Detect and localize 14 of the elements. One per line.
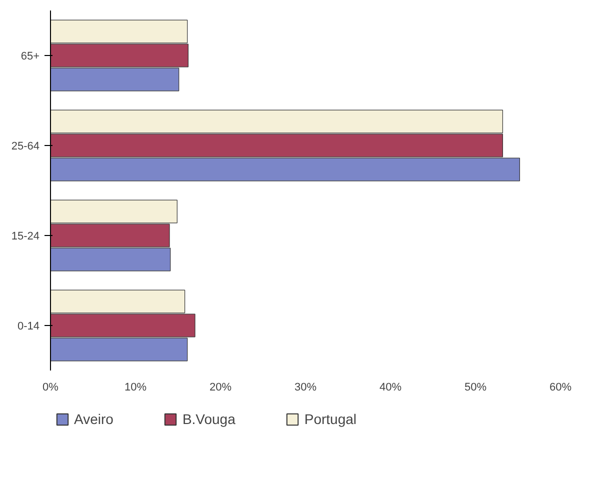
- legend-label: Aveiro: [74, 410, 114, 426]
- y-tick-label: 0-14: [17, 320, 40, 332]
- y-tick-label: 65+: [20, 50, 40, 62]
- legend-label: B.Vouga: [182, 410, 236, 426]
- x-tick-label: 60%: [549, 382, 572, 394]
- y-tick-label: 25-64: [11, 140, 40, 152]
- x-tick-label: 10%: [124, 382, 147, 394]
- legend-label: Portugal: [304, 410, 357, 426]
- x-tick-label: 30%: [294, 382, 317, 394]
- x-tick-label: 50%: [464, 382, 487, 394]
- y-tick-label: 15-24: [11, 230, 40, 242]
- x-tick-label: 40%: [379, 382, 402, 394]
- x-tick-label: 0%: [42, 382, 59, 394]
- x-tick-label: 20%: [209, 382, 232, 394]
